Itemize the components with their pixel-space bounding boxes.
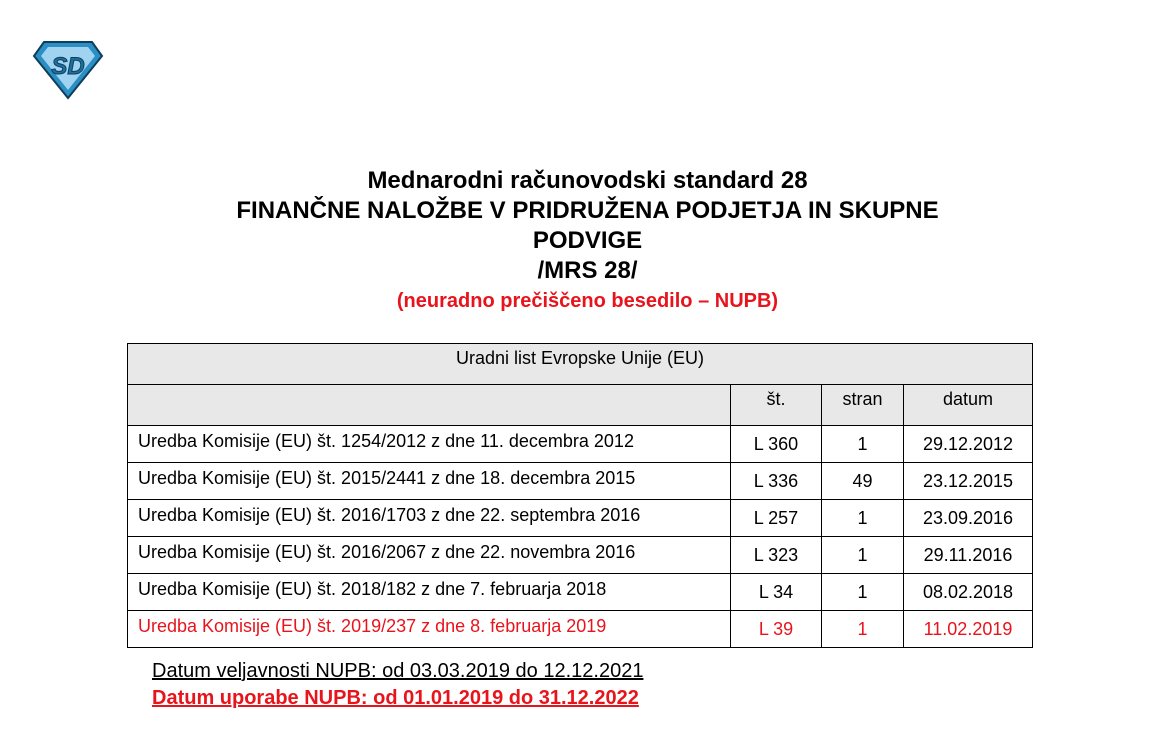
regulation-datum: 23.12.2015 <box>903 462 1033 500</box>
regulation-name: Uredba Komisije (EU) št. 2019/237 z dne … <box>127 610 731 648</box>
regulation-stran: 49 <box>821 462 904 500</box>
regulation-st: L 323 <box>730 536 822 574</box>
regulation-stran: 1 <box>821 499 904 537</box>
table-header: Uradni list Evropske Unije (EU) <box>127 343 1033 385</box>
regulation-st: L 336 <box>730 462 822 500</box>
regulation-datum: 11.02.2019 <box>903 610 1033 648</box>
regulation-datum: 29.11.2016 <box>903 536 1033 574</box>
regulation-name: Uredba Komisije (EU) št. 2015/2441 z dne… <box>127 462 731 500</box>
regulation-st: L 257 <box>730 499 822 537</box>
title-line-4: /MRS 28/ <box>537 257 638 284</box>
table-header-row: Uradni list Evropske Unije (EU) <box>127 343 1033 385</box>
regulation-stran: 1 <box>821 536 904 574</box>
regulation-name: Uredba Komisije (EU) št. 1254/2012 z dne… <box>127 425 731 463</box>
regulations-table: Uradni list Evropske Unije (EU) št. stra… <box>127 343 1033 648</box>
regulation-datum: 29.12.2012 <box>903 425 1033 463</box>
table-row: Uredba Komisije (EU) št. 2016/2067 z dne… <box>127 536 1033 574</box>
svg-text:SD: SD <box>51 53 84 80</box>
table-row-latest: Uredba Komisije (EU) št. 2019/237 z dne … <box>127 610 1033 648</box>
regulation-name: Uredba Komisije (EU) št. 2018/182 z dne … <box>127 573 731 611</box>
regulation-st: L 34 <box>730 573 822 611</box>
table-row: Uredba Komisije (EU) št. 2018/182 z dne … <box>127 573 1033 611</box>
validity-date: Datum veljavnosti NUPB: od 03.03.2019 do… <box>152 660 644 682</box>
sd-logo: SD <box>32 41 104 100</box>
column-header-st: št. <box>730 384 822 426</box>
column-header-datum: datum <box>903 384 1033 426</box>
regulation-stran: 1 <box>821 610 904 648</box>
table-row: Uredba Komisije (EU) št. 2015/2441 z dne… <box>127 462 1033 500</box>
usage-date: Datum uporabe NUPB: od 01.01.2019 do 31.… <box>152 687 639 709</box>
regulation-stran: 1 <box>821 425 904 463</box>
document-title: Mednarodni računovodski standard 28 FINA… <box>0 166 1157 316</box>
title-line-3: PODVIGE <box>532 227 643 254</box>
regulation-st: L 39 <box>730 610 822 648</box>
regulation-name: Uredba Komisije (EU) št. 2016/2067 z dne… <box>127 536 731 574</box>
subtitle: (neuradno prečiščeno besedilo – NUPB) <box>396 290 779 312</box>
table-row: Uredba Komisije (EU) št. 2016/1703 z dne… <box>127 499 1033 537</box>
column-header-row: št. stran datum <box>127 384 1033 426</box>
regulation-stran: 1 <box>821 573 904 611</box>
table-row: Uredba Komisije (EU) št. 1254/2012 z dne… <box>127 425 1033 463</box>
title-line-1: Mednarodni računovodski standard 28 <box>367 167 808 194</box>
regulation-st: L 360 <box>730 425 822 463</box>
title-line-2: FINANČNE NALOŽBE V PRIDRUŽENA PODJETJA I… <box>236 197 939 224</box>
column-header-name <box>127 384 731 426</box>
regulation-datum: 08.02.2018 <box>903 573 1033 611</box>
column-header-stran: stran <box>821 384 904 426</box>
regulation-name: Uredba Komisije (EU) št. 2016/1703 z dne… <box>127 499 731 537</box>
regulation-datum: 23.09.2016 <box>903 499 1033 537</box>
